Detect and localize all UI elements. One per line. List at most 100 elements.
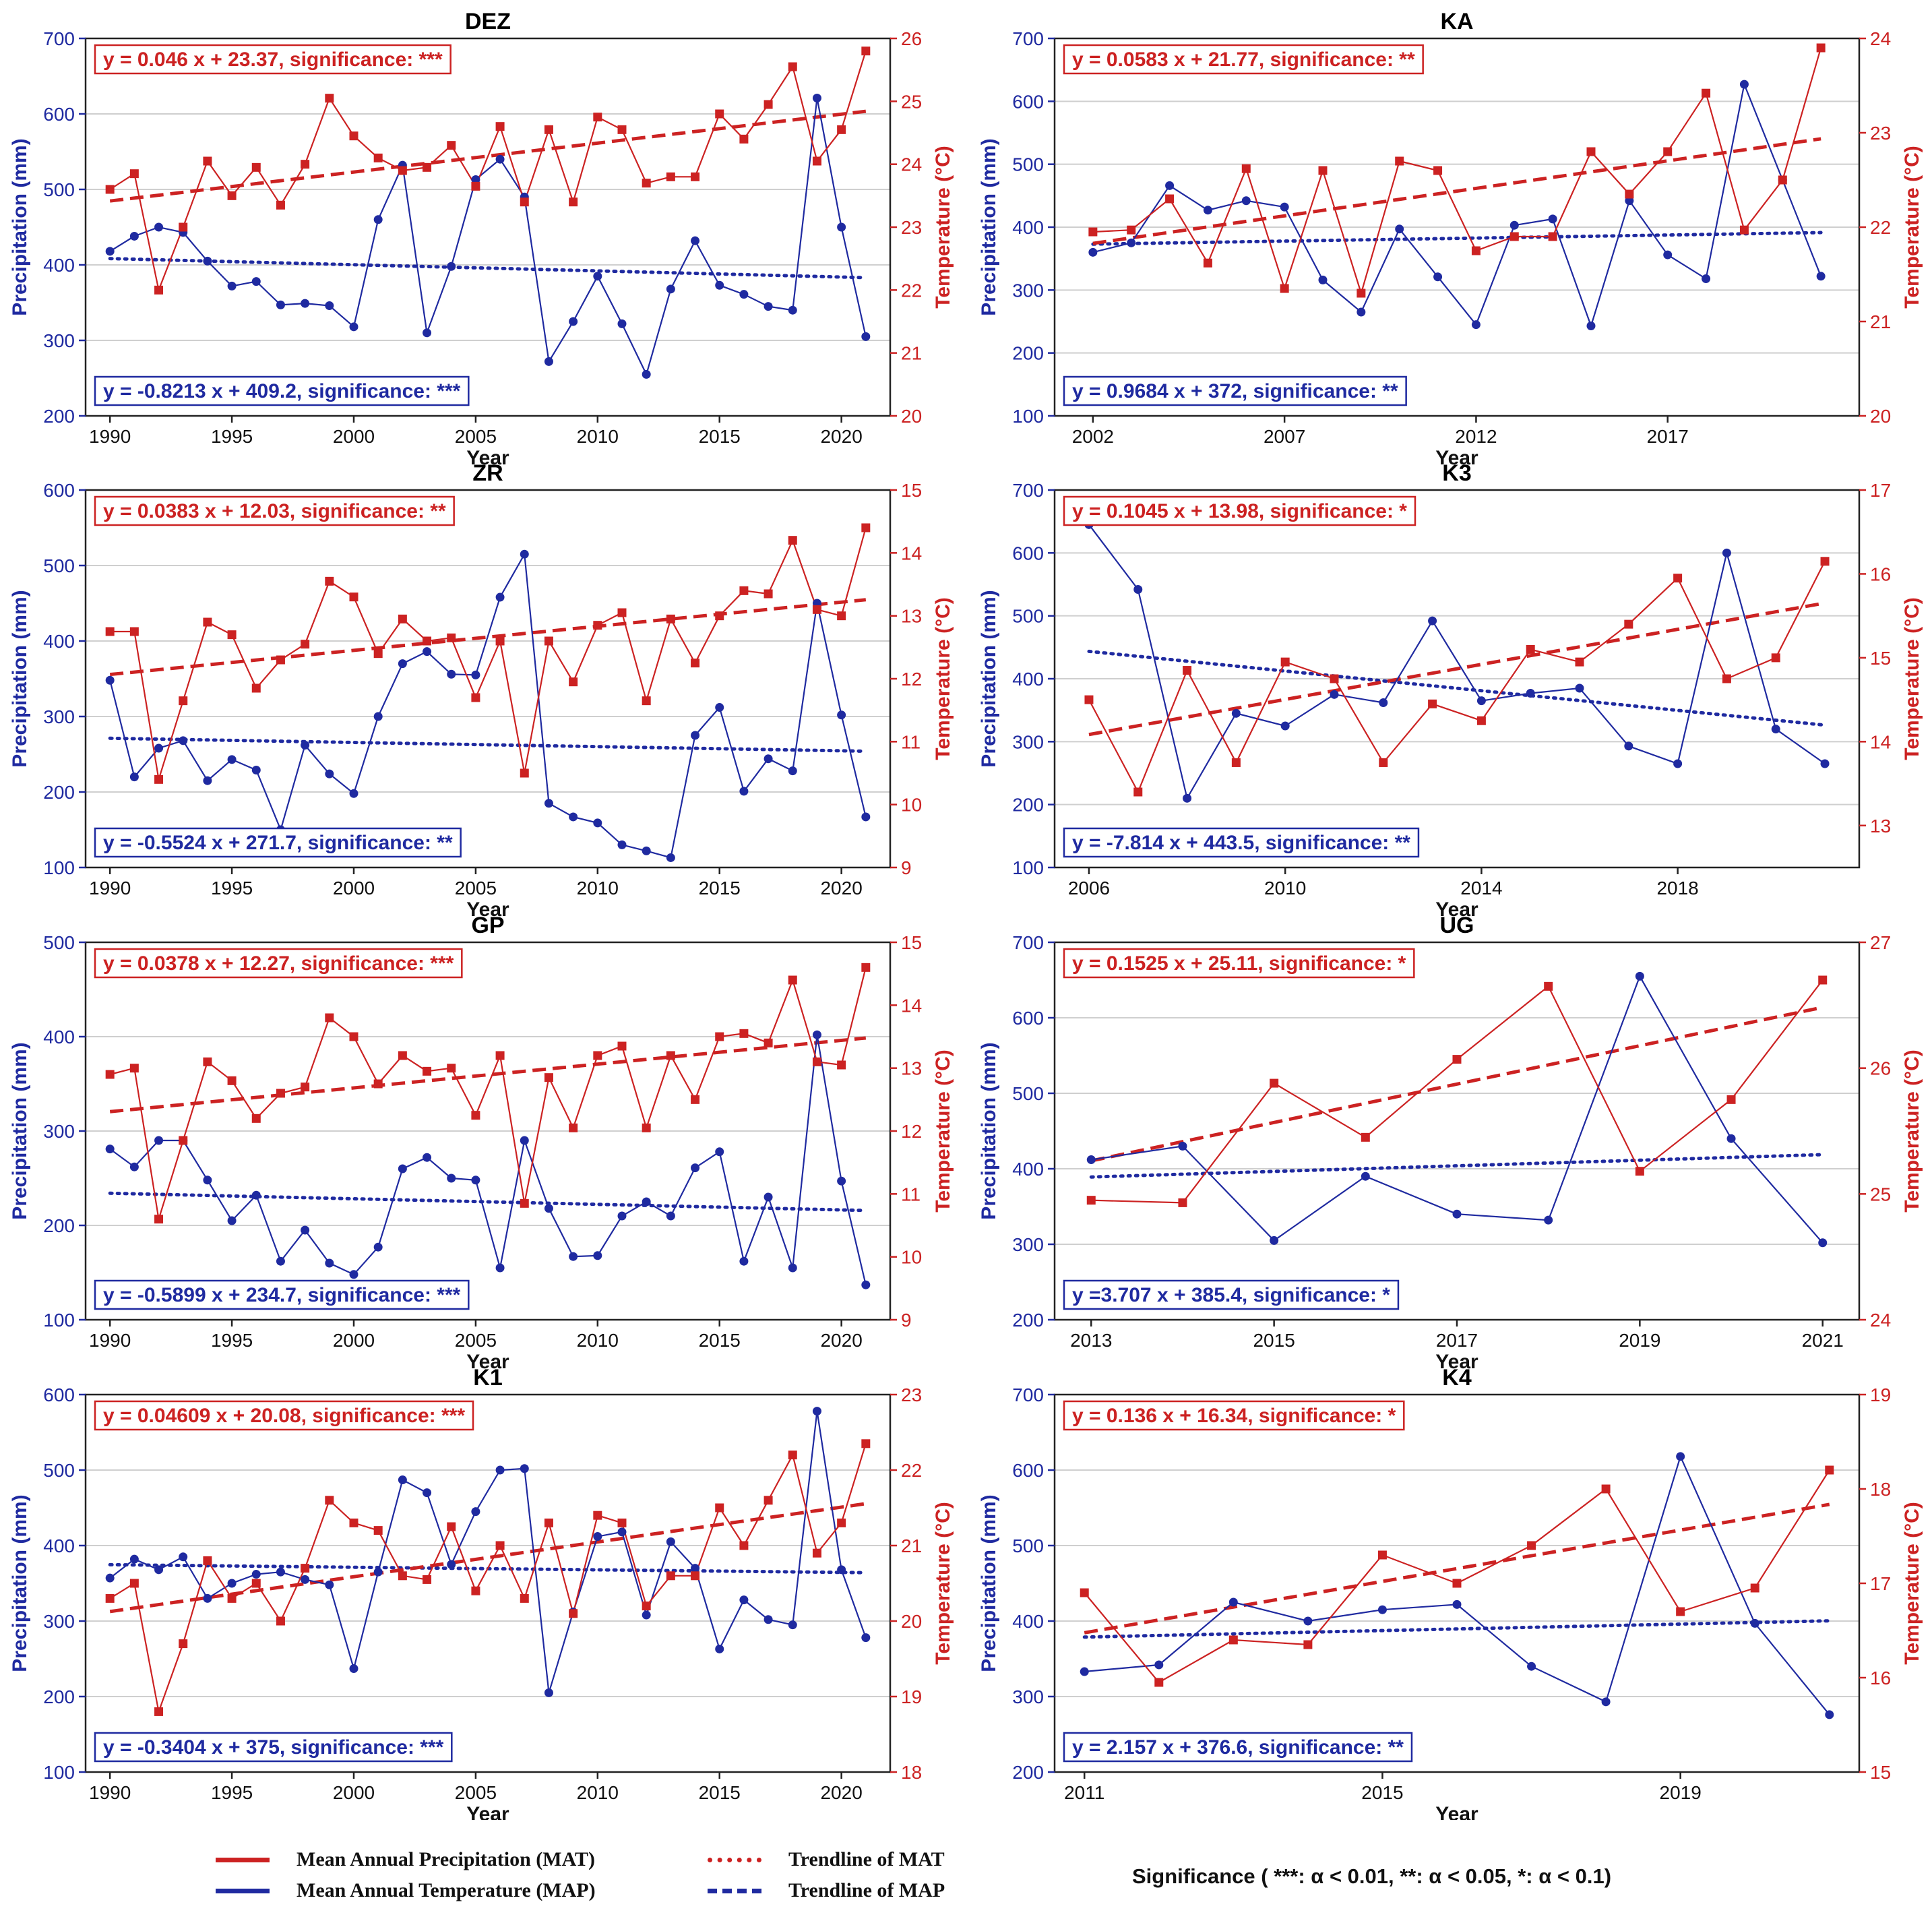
x-axis-label: Year [1435,1351,1478,1373]
y-right-tick-label: 27 [1870,932,1891,953]
temp-point [593,1511,602,1520]
temp-point [495,1051,505,1060]
temp-point [812,156,821,166]
x-tick-label: 2000 [333,1782,375,1803]
precip-point [1203,206,1212,215]
precip-point [764,754,773,764]
temp-point [1270,1078,1279,1088]
precip-point [1726,1134,1736,1143]
precip-point [642,369,651,379]
temp-point [1357,288,1366,298]
y-right-tick-label: 20 [901,1611,922,1632]
x-tick-label: 2005 [455,1782,497,1803]
y-right-tick-label: 14 [1870,731,1891,752]
temp-point [1676,1607,1685,1616]
temp-point [227,1593,237,1603]
precip-point [593,818,602,828]
precip-point [666,853,675,862]
x-axis-label: Year [466,1351,509,1373]
precip-point [227,1579,237,1588]
y-right-tick-label: 23 [1870,123,1891,144]
temp-point [1428,699,1437,708]
y-left-tick-label: 100 [43,1762,75,1783]
temp-equation-text: y = 0.0583 x + 21.77, significance: ** [1072,49,1415,71]
precip-point [251,1190,261,1200]
precip-point [471,670,480,679]
precip-point [1280,721,1290,731]
precip-point [1303,1616,1313,1626]
precip-point [764,1192,773,1202]
y-right-axis-label: Temperature (°C) [1901,597,1923,760]
temp-point [179,222,188,232]
y-left-tick-label: 500 [1012,606,1044,627]
temp-point [544,125,553,134]
temp-point [154,1707,164,1716]
x-tick-label: 2010 [577,1330,619,1351]
temp-point [373,1079,383,1089]
precip-point [520,549,529,559]
temp-point [1750,1583,1759,1593]
precip-point [154,1565,164,1575]
temp-point [1280,284,1289,293]
chart-gp: 100 200 300 400 500 9 10 11 12 13 14 15 1990 1995 2000… [9,913,954,1373]
y-right-tick-label: 26 [901,28,922,49]
temp-point [691,1571,700,1581]
precip-point [1635,971,1644,981]
x-tick-label: 2005 [455,1330,497,1351]
y-right-tick-label: 21 [901,343,922,364]
temp-point [837,611,846,621]
precip-point [1428,616,1437,626]
temp-point [154,774,164,784]
temp-point [544,636,553,646]
precip-point [1270,1236,1279,1245]
temp-point [447,1522,456,1531]
y-left-axis-label: Precipitation (mm) [9,1494,31,1672]
precip-point [1663,250,1673,260]
precip-equation-box [94,827,462,858]
temp-point [812,1057,821,1066]
temp-point [642,1602,651,1611]
y-left-tick-label: 200 [43,406,75,427]
precip-point [812,93,821,102]
temp-point [105,627,115,636]
y-right-tick-label: 22 [901,1460,922,1481]
precip-point [861,332,871,341]
precip-point [764,302,773,311]
precip-point [105,675,115,685]
precip-point [617,1211,627,1221]
temp-point [471,1586,480,1595]
chart-dez: 200 300 400 500 600 700 20 21 22 23 24 25 26 1990 1995… [9,9,954,469]
temp-point [251,1114,261,1123]
x-tick-label: 2011 [1064,1782,1104,1803]
precip-point [349,322,359,332]
y-right-tick-label: 10 [901,1247,922,1268]
y-right-axis-label: Temperature (°C) [1901,1502,1923,1664]
temp-point [423,1066,432,1076]
y-left-axis-label: Precipitation (mm) [978,138,1000,315]
temp-point [276,655,285,665]
precip-point [349,1270,359,1279]
legend-swatch-trend-mat [708,1857,761,1862]
temp-point [105,185,115,194]
precip-equation-text: y = 2.157 x + 376.6, significance: ** [1072,1736,1404,1759]
y-left-axis-label: Precipitation (mm) [978,1042,1000,1219]
precip-trendline [1089,1153,1825,1179]
y-left-tick-label: 700 [1012,480,1044,501]
precip-point [812,1407,821,1416]
x-tick-label: 2015 [699,426,741,447]
precip-point [1575,683,1584,693]
precip-series-line [109,98,867,377]
precip-trendline [108,736,868,753]
significance-note: Significance ( ***: α < 0.01, **: α < 0.… [1132,1864,1612,1888]
temp-point [1548,232,1557,241]
temp-equation-box [94,948,463,979]
temp-point [715,109,724,119]
x-axis-label: Year [466,898,509,921]
x-tick-label: 2010 [577,1782,619,1803]
x-axis-label: Year [466,447,509,469]
y-right-tick-label: 23 [901,217,922,238]
precip-point [1086,1155,1096,1165]
y-left-tick-label: 100 [1012,406,1044,427]
temp-point [423,636,432,646]
temp-point [617,125,627,134]
